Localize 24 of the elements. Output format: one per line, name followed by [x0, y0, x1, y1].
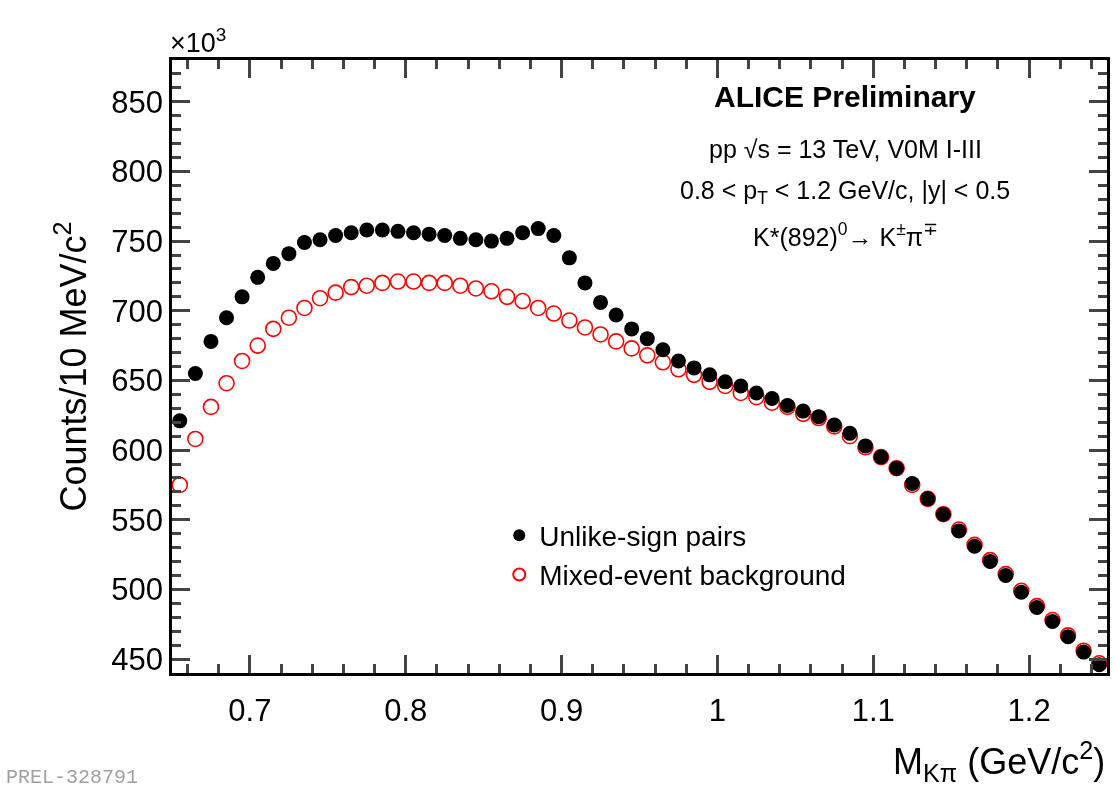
y-tick-label: 850 [111, 84, 164, 120]
y-tick-label: 700 [111, 293, 164, 329]
y-tick-label: 550 [111, 502, 164, 538]
x-tick-label: 0.9 [540, 692, 584, 728]
y-tick-label: 650 [111, 363, 164, 399]
y-tick-label: 450 [111, 641, 164, 677]
y-tick-label: 600 [111, 432, 164, 468]
text: ×10$^{3}$ [170, 24, 227, 59]
y-tick-label: 500 [111, 572, 164, 608]
x-axis-title: M$_{Kπ}$ (GeV/c$^{2}$) [893, 736, 1106, 787]
legend-label: Unlike-sign pairs [539, 521, 747, 553]
text: PREL-328791 [6, 766, 139, 788]
x-tick-label: 0.8 [384, 692, 428, 728]
annotation: ALICE Preliminary [714, 80, 977, 113]
x-tick-label: 1.2 [1007, 692, 1051, 728]
x-tick-label: 1 [708, 692, 727, 728]
annotation: K*(892)$^{0}$→ K$^{±}$π$^{∓}$ [753, 219, 938, 251]
annotation: 0.8 < p$_{T}$ < 1.2 GeV/c, |y| < 0.5 [680, 176, 1011, 209]
annotation: pp √s = 13 TeV, V0M I-III [709, 135, 982, 163]
x-tick-label: 0.7 [228, 692, 272, 728]
legend-label: Mixed-event background [539, 560, 846, 592]
y-tick-label: 750 [111, 223, 164, 259]
y-tick-label: 800 [111, 154, 164, 190]
x-tick-label: 1.1 [851, 692, 895, 728]
